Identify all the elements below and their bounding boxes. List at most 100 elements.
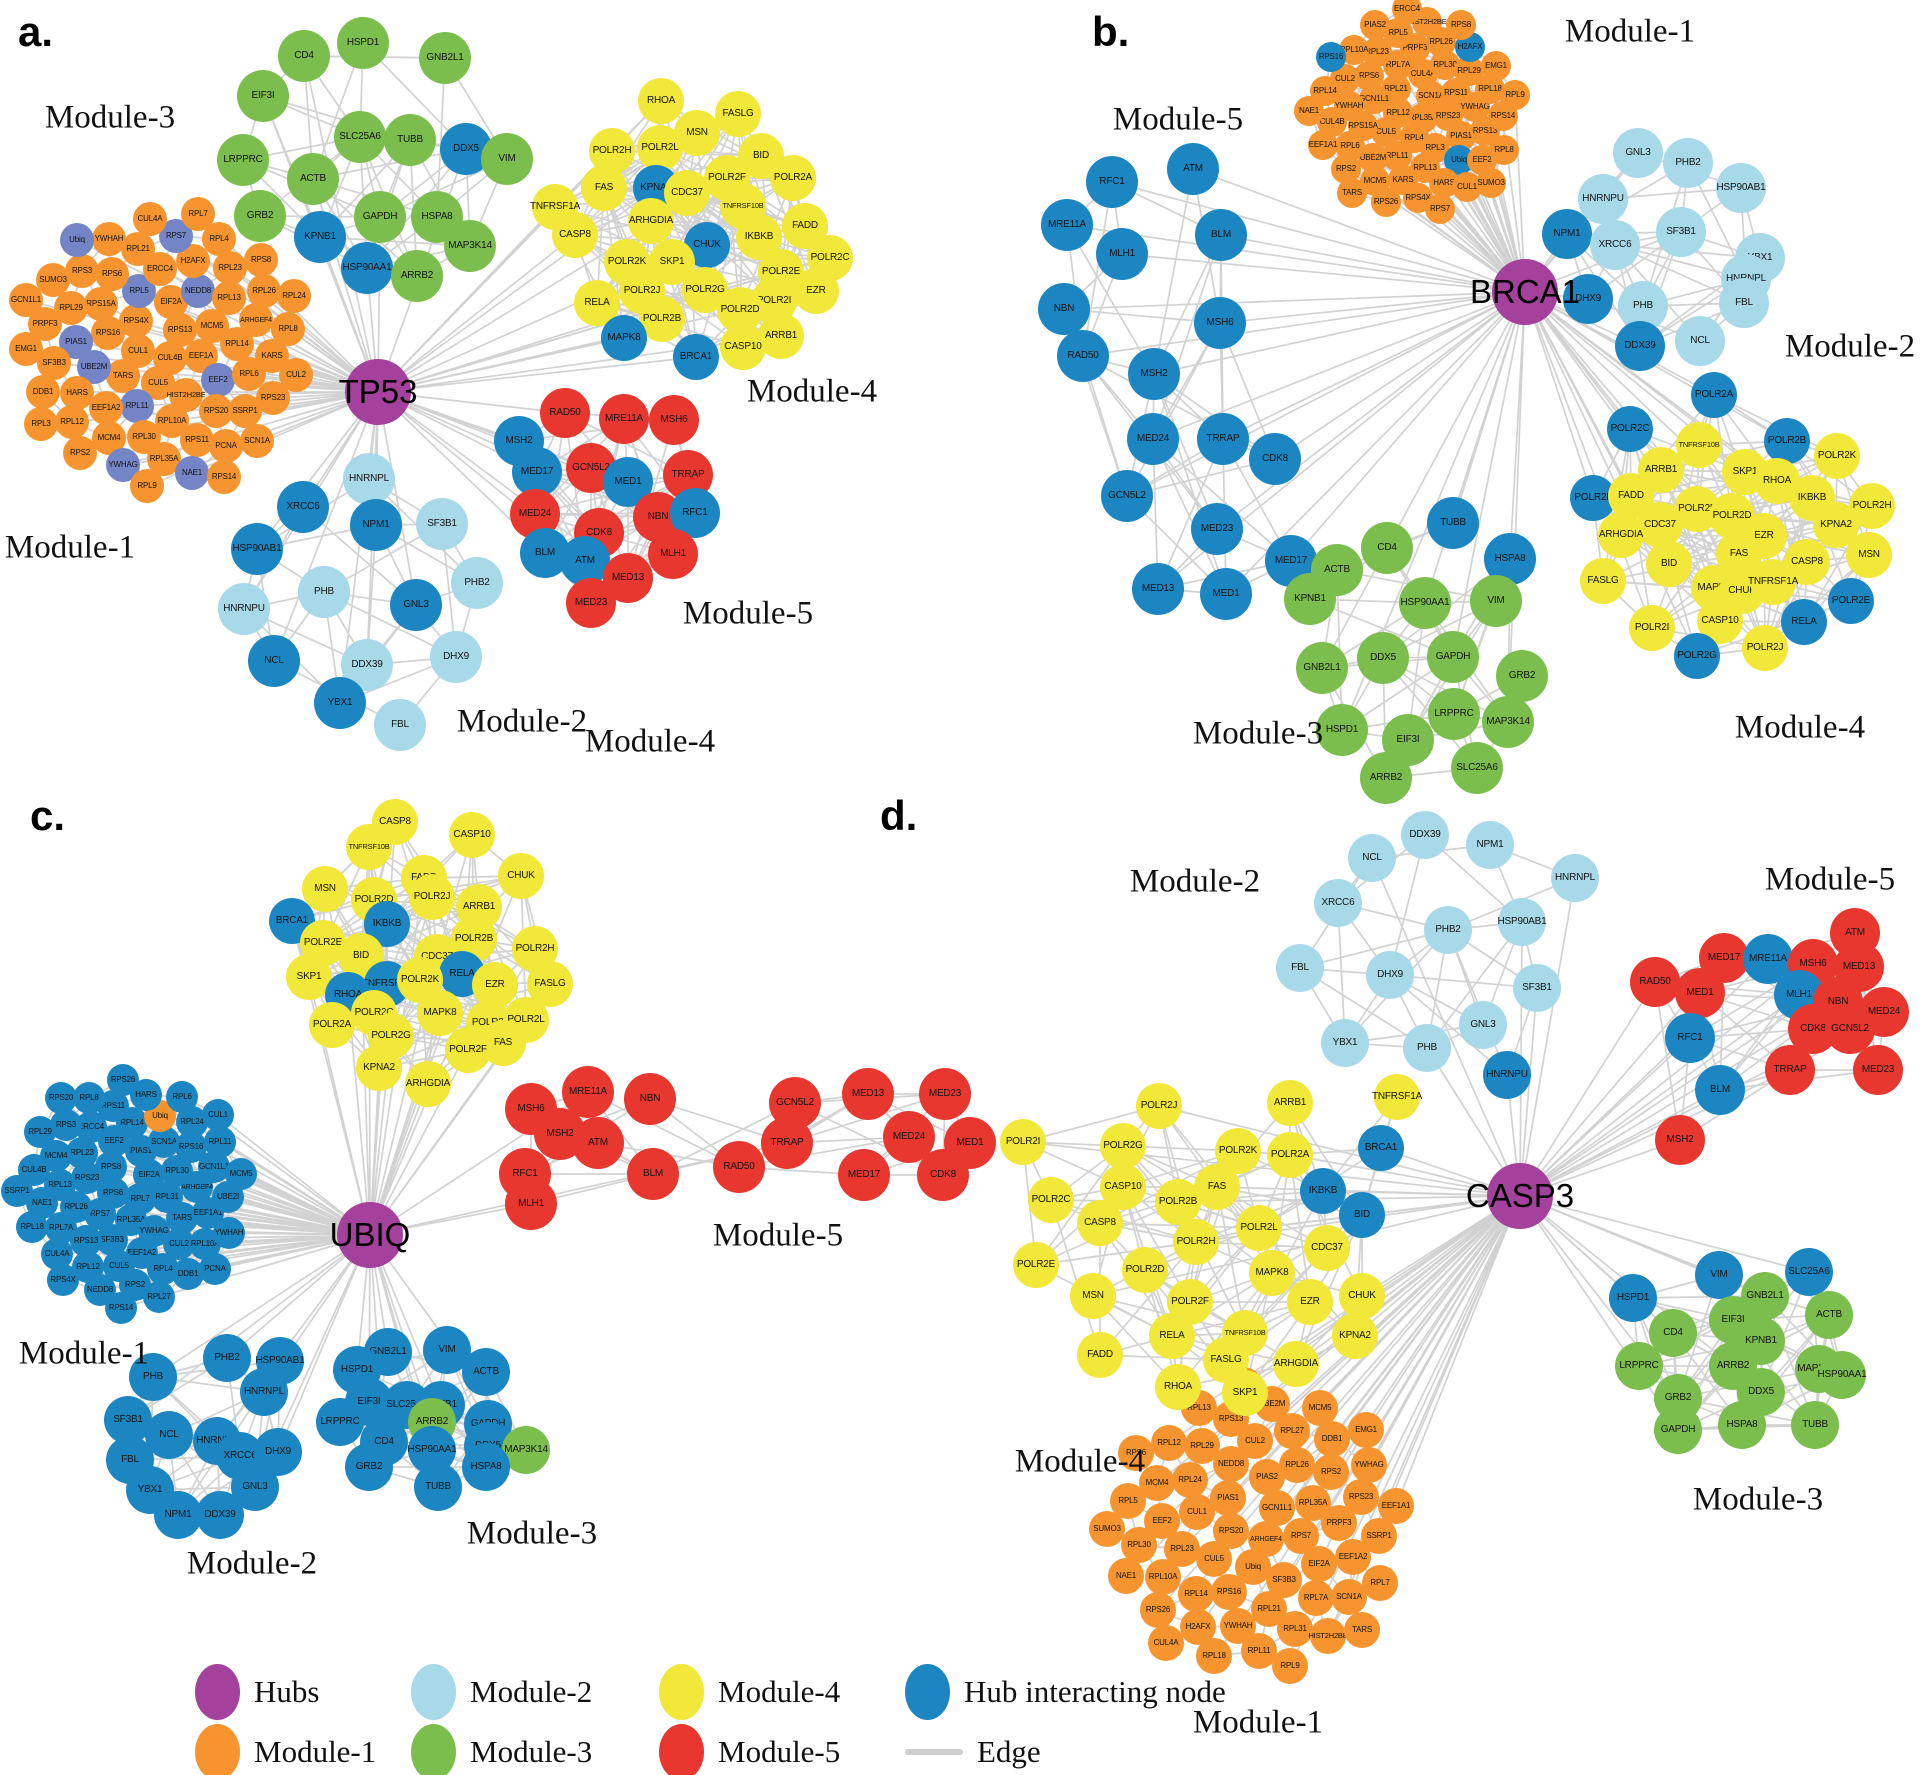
node-ACTB[interactable]: ACTB (287, 153, 339, 205)
node-RPL12[interactable]: RPL12 (1151, 1425, 1187, 1461)
node-PIAS2[interactable]: PIAS2 (1360, 10, 1390, 40)
node-MCM5[interactable]: MCM5 (1302, 1390, 1338, 1426)
node-MED13[interactable]: MED13 (842, 1068, 894, 1120)
node-RPL8[interactable]: RPL8 (271, 312, 305, 346)
node-SSRP1[interactable]: SSRP1 (1, 1175, 33, 1207)
node-ARHGDIA[interactable]: ARHGDIA (1598, 512, 1644, 558)
node-KPNA2[interactable]: KPNA2 (1332, 1313, 1378, 1359)
node-RAD50[interactable]: RAD50 (1630, 957, 1680, 1007)
node-GAPDH[interactable]: GAPDH (1654, 1406, 1702, 1454)
node-GNL3[interactable]: GNL3 (390, 579, 442, 631)
node-CHUK[interactable]: CHUK (1339, 1273, 1385, 1319)
node-MAP3K14[interactable]: MAP3K14 (502, 1426, 550, 1474)
node-RPL29[interactable]: RPL29 (1184, 1428, 1220, 1464)
node-MSH2[interactable]: MSH2 (1655, 1115, 1705, 1165)
node-MED23[interactable]: MED23 (566, 578, 616, 628)
node-YBX1[interactable]: YBX1 (1321, 1019, 1369, 1067)
node-RPS8[interactable]: RPS8 (1446, 10, 1476, 40)
node-LRPPRC[interactable]: LRPPRC (217, 134, 269, 186)
node-GNL3[interactable]: GNL3 (1613, 128, 1663, 178)
node-MED17[interactable]: MED17 (512, 447, 562, 497)
node-TNFRSF10B[interactable]: TNFRSF10B (346, 824, 392, 870)
node-NPM1[interactable]: NPM1 (1542, 209, 1592, 259)
node-PHB[interactable]: PHB (129, 1353, 177, 1401)
node-MSN[interactable]: MSN (1846, 532, 1892, 578)
node-SUMO3[interactable]: SUMO3 (1089, 1511, 1125, 1547)
node-RPL7[interactable]: RPL7 (1362, 1565, 1398, 1601)
node-POLR2L[interactable]: POLR2L (637, 125, 683, 171)
node-NEDD8[interactable]: NEDD8 (84, 1274, 116, 1306)
node-NPM1[interactable]: NPM1 (1466, 821, 1514, 869)
node-RPL26[interactable]: RPL26 (247, 274, 281, 308)
node-RPL9[interactable]: RPL9 (1500, 80, 1530, 110)
node-NCL[interactable]: NCL (248, 635, 300, 687)
node-ATM[interactable]: ATM (560, 536, 610, 586)
node-PHB2[interactable]: PHB2 (451, 557, 503, 609)
node-GCN1L1[interactable]: GCN1L1 (9, 283, 43, 317)
node-RPS2[interactable]: RPS2 (1313, 1454, 1349, 1490)
node-LRPPRC[interactable]: LRPPRC (1615, 1342, 1663, 1390)
node-MED17[interactable]: MED17 (1699, 933, 1749, 983)
node-DDX39[interactable]: DDX39 (1401, 811, 1449, 859)
node-HARS[interactable]: HARS (60, 376, 94, 410)
node-EMG1[interactable]: EMG1 (1481, 51, 1511, 81)
node-HNRNPU[interactable]: HNRNPU (1578, 174, 1628, 224)
node-RPS3[interactable]: RPS3 (65, 254, 99, 288)
node-NCL[interactable]: NCL (1675, 316, 1725, 366)
node-SCN1A[interactable]: SCN1A (240, 424, 274, 458)
node-RPS6[interactable]: RPS6 (1118, 1435, 1154, 1471)
node-GRB2[interactable]: GRB2 (1496, 650, 1548, 702)
node-POLR2B[interactable]: POLR2B (1764, 418, 1810, 464)
node-POLR2A[interactable]: POLR2A (309, 1002, 355, 1048)
node-MRE11A[interactable]: MRE11A (599, 394, 649, 444)
node-POLR2L[interactable]: POLR2L (1236, 1205, 1282, 1251)
node-RPL24[interactable]: RPL24 (1172, 1462, 1208, 1498)
node-SUMO3[interactable]: SUMO3 (1476, 168, 1506, 198)
node-RPS8[interactable]: RPS8 (244, 243, 278, 277)
node-NEDD8[interactable]: NEDD8 (181, 274, 215, 308)
node-RPL21[interactable]: RPL21 (121, 232, 155, 266)
node-SF3B1[interactable]: SF3B1 (1513, 964, 1561, 1012)
node-RPL6[interactable]: RPL6 (166, 1081, 198, 1113)
node-SUMO3[interactable]: SUMO3 (36, 263, 70, 297)
node-EIF2A[interactable]: EIF2A (1301, 1546, 1337, 1582)
node-MSN[interactable]: MSN (302, 866, 348, 912)
node-DDX5[interactable]: DDX5 (1357, 632, 1409, 684)
node-RPL24[interactable]: RPL24 (277, 279, 311, 313)
node-FADD[interactable]: FADD (1077, 1332, 1123, 1378)
node-SSRP1[interactable]: SSRP1 (1361, 1518, 1397, 1554)
node-GRB2[interactable]: GRB2 (234, 190, 286, 242)
node-PIAS1[interactable]: PIAS1 (1210, 1480, 1246, 1516)
node-RPL27[interactable]: RPL27 (143, 1281, 175, 1313)
node-TRRAP[interactable]: TRRAP (1765, 1045, 1815, 1095)
node-BID[interactable]: BID (1646, 541, 1692, 587)
node-EZR[interactable]: EZR (793, 268, 839, 314)
node-DDX39[interactable]: DDX39 (196, 1491, 244, 1539)
node-PCNA[interactable]: PCNA (209, 429, 243, 463)
node-TUBB[interactable]: TUBB (384, 114, 436, 166)
node-TUBB[interactable]: TUBB (1427, 497, 1479, 549)
node-RPL18[interactable]: RPL18 (16, 1211, 48, 1243)
node-RPS26[interactable]: RPS26 (1140, 1592, 1176, 1628)
node-BID[interactable]: BID (1339, 1192, 1385, 1238)
node-MLH1[interactable]: MLH1 (648, 529, 698, 579)
node-MAPK8[interactable]: MAPK8 (1249, 1250, 1295, 1296)
node-RPS4X[interactable]: RPS4X (119, 304, 153, 338)
node-GCN5L2[interactable]: GCN5L2 (1825, 1004, 1875, 1054)
node-MLH1[interactable]: MLH1 (505, 1178, 557, 1230)
node-BRCA1[interactable]: BRCA1 (1358, 1125, 1404, 1171)
node-RPL7A[interactable]: RPL7A (1298, 1580, 1334, 1616)
node-CDC37[interactable]: CDC37 (1304, 1225, 1350, 1271)
node-BLM[interactable]: BLM (627, 1148, 679, 1200)
node-NPM1[interactable]: NPM1 (154, 1491, 202, 1539)
node-TNFRSF1A[interactable]: TNFRSF1A (1372, 1074, 1422, 1120)
node-RPL27[interactable]: RPL27 (1274, 1413, 1310, 1449)
node-RPL23[interactable]: RPL23 (213, 251, 247, 285)
node-POLR2J[interactable]: POLR2J (1742, 625, 1788, 671)
node-GNL3[interactable]: GNL3 (1459, 1001, 1507, 1049)
node-ERCC4[interactable]: ERCC4 (1392, 0, 1422, 24)
node-HSPD1[interactable]: HSPD1 (1316, 704, 1368, 756)
node-GNB2L1[interactable]: GNB2L1 (1296, 642, 1348, 694)
node-EEF2[interactable]: EEF2 (201, 363, 235, 397)
node-RHOA[interactable]: RHOA (638, 78, 684, 124)
